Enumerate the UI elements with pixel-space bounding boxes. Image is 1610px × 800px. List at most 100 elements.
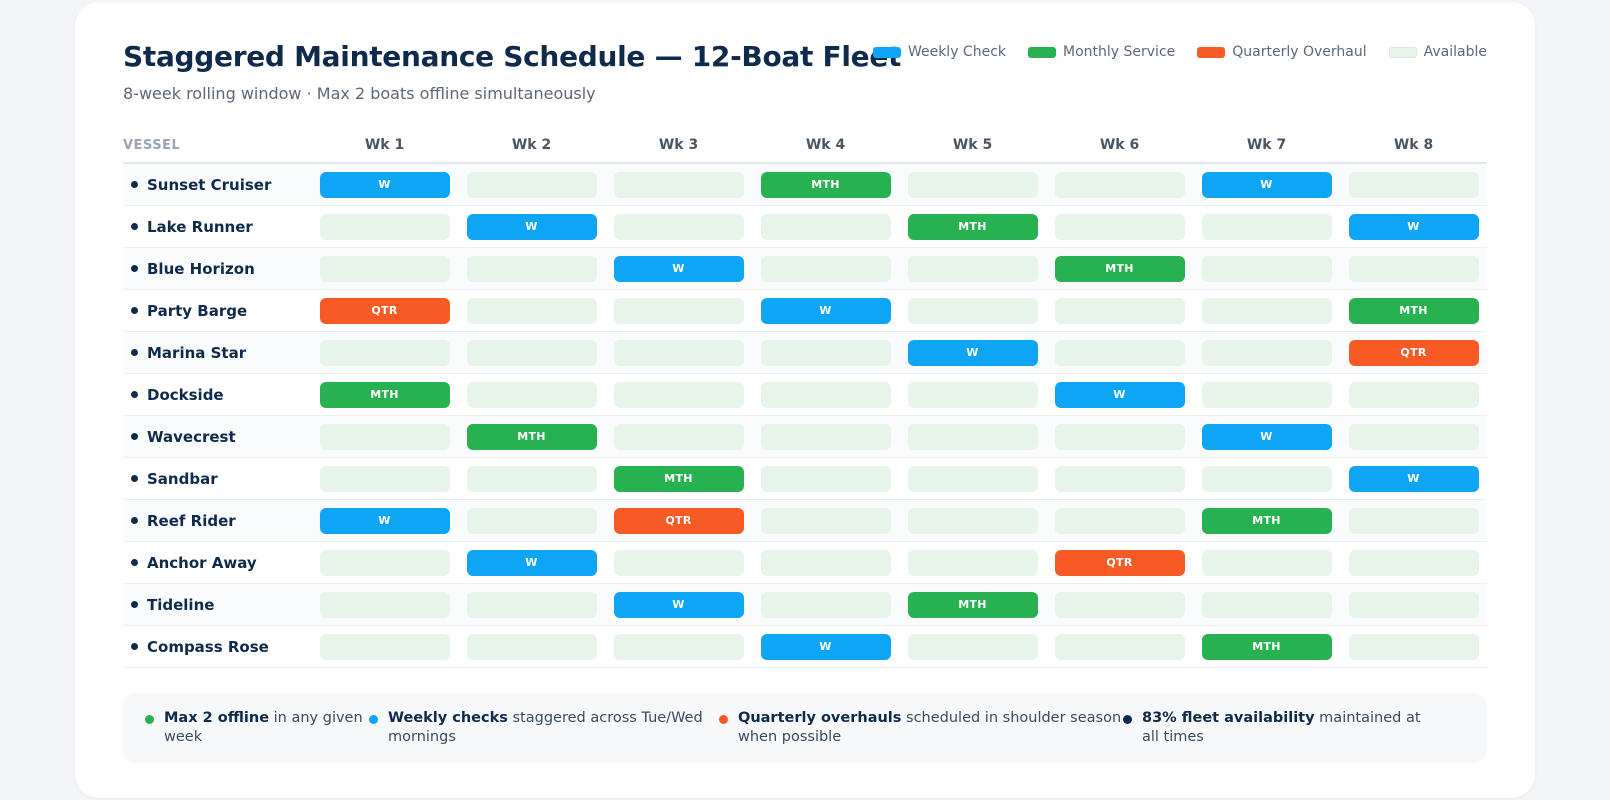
available-cell[interactable] — [760, 591, 891, 618]
available-cell[interactable] — [907, 507, 1038, 534]
available-cell[interactable] — [760, 213, 891, 240]
available-cell[interactable] — [1201, 465, 1332, 492]
task-mth-cell[interactable]: MTH — [1348, 297, 1479, 324]
available-cell[interactable] — [319, 465, 450, 492]
available-cell[interactable] — [613, 339, 744, 366]
available-cell[interactable] — [319, 255, 450, 282]
available-cell[interactable] — [1348, 423, 1479, 450]
available-cell[interactable] — [1054, 591, 1185, 618]
available-cell[interactable] — [466, 507, 597, 534]
available-cell[interactable] — [760, 465, 891, 492]
task-w-cell[interactable]: W — [1054, 381, 1185, 408]
available-cell[interactable] — [1201, 381, 1332, 408]
available-cell[interactable] — [907, 171, 1038, 198]
task-mth-cell[interactable]: MTH — [907, 213, 1038, 240]
available-cell[interactable] — [760, 423, 891, 450]
available-cell[interactable] — [1201, 213, 1332, 240]
schedule-cell-slot — [1193, 465, 1340, 492]
available-cell[interactable] — [1201, 549, 1332, 576]
available-cell[interactable] — [907, 297, 1038, 324]
available-cell[interactable] — [907, 465, 1038, 492]
available-cell[interactable] — [1201, 255, 1332, 282]
task-w-cell[interactable]: W — [319, 507, 450, 534]
available-cell[interactable] — [1348, 255, 1479, 282]
task-w-cell[interactable]: W — [1201, 171, 1332, 198]
available-cell[interactable] — [907, 549, 1038, 576]
available-cell[interactable] — [466, 339, 597, 366]
task-mth-cell[interactable]: MTH — [1054, 255, 1185, 282]
task-w-cell[interactable]: W — [760, 297, 891, 324]
available-cell[interactable] — [907, 381, 1038, 408]
available-cell[interactable] — [1348, 507, 1479, 534]
available-cell[interactable] — [1348, 633, 1479, 660]
available-cell[interactable] — [613, 297, 744, 324]
available-cell[interactable] — [466, 297, 597, 324]
available-cell[interactable] — [760, 507, 891, 534]
available-cell[interactable] — [1054, 423, 1185, 450]
task-w-cell[interactable]: W — [1348, 213, 1479, 240]
available-cell[interactable] — [760, 255, 891, 282]
available-cell[interactable] — [1054, 465, 1185, 492]
available-cell[interactable] — [319, 213, 450, 240]
available-cell[interactable] — [466, 633, 597, 660]
available-cell[interactable] — [466, 465, 597, 492]
task-w-cell[interactable]: W — [760, 633, 891, 660]
task-mth-cell[interactable]: MTH — [1201, 633, 1332, 660]
task-mth-cell[interactable]: MTH — [760, 171, 891, 198]
available-cell[interactable] — [466, 255, 597, 282]
task-w-cell[interactable]: W — [907, 339, 1038, 366]
available-cell[interactable] — [1054, 213, 1185, 240]
available-cell[interactable] — [319, 423, 450, 450]
task-w-cell[interactable]: W — [319, 171, 450, 198]
available-cell[interactable] — [613, 381, 744, 408]
available-cell[interactable] — [613, 549, 744, 576]
task-qtr-cell[interactable]: QTR — [613, 507, 744, 534]
available-cell[interactable] — [1054, 171, 1185, 198]
task-mth-cell[interactable]: MTH — [907, 591, 1038, 618]
task-mth-cell[interactable]: MTH — [319, 381, 450, 408]
available-cell[interactable] — [1054, 633, 1185, 660]
schedule-cell-slot — [605, 381, 752, 408]
task-w-cell[interactable]: W — [1348, 465, 1479, 492]
task-qtr-cell[interactable]: QTR — [319, 297, 450, 324]
available-cell[interactable] — [319, 591, 450, 618]
available-cell[interactable] — [1348, 381, 1479, 408]
available-cell[interactable] — [1201, 591, 1332, 618]
available-cell[interactable] — [1201, 339, 1332, 366]
task-w-cell[interactable]: W — [466, 549, 597, 576]
schedule-cell-slot: W — [1340, 213, 1487, 240]
available-cell[interactable] — [466, 171, 597, 198]
task-w-cell[interactable]: W — [1201, 423, 1332, 450]
available-cell[interactable] — [319, 339, 450, 366]
available-cell[interactable] — [1054, 339, 1185, 366]
task-mth-cell[interactable]: MTH — [1201, 507, 1332, 534]
available-cell[interactable] — [613, 213, 744, 240]
available-cell[interactable] — [907, 423, 1038, 450]
available-cell[interactable] — [760, 549, 891, 576]
task-w-cell[interactable]: W — [466, 213, 597, 240]
available-cell[interactable] — [319, 633, 450, 660]
available-cell[interactable] — [1201, 297, 1332, 324]
available-cell[interactable] — [1054, 297, 1185, 324]
available-cell[interactable] — [1054, 507, 1185, 534]
task-mth-cell[interactable]: MTH — [466, 423, 597, 450]
available-cell[interactable] — [466, 381, 597, 408]
task-w-cell[interactable]: W — [613, 591, 744, 618]
available-cell[interactable] — [907, 633, 1038, 660]
available-cell[interactable] — [760, 339, 891, 366]
task-mth-cell[interactable]: MTH — [613, 465, 744, 492]
task-qtr-cell[interactable]: QTR — [1348, 339, 1479, 366]
available-cell[interactable] — [760, 381, 891, 408]
available-cell[interactable] — [319, 549, 450, 576]
task-qtr-cell[interactable]: QTR — [1054, 549, 1185, 576]
available-cell[interactable] — [907, 255, 1038, 282]
schedule-cell-slot: W — [1046, 381, 1193, 408]
available-cell[interactable] — [613, 171, 744, 198]
available-cell[interactable] — [1348, 171, 1479, 198]
task-w-cell[interactable]: W — [613, 255, 744, 282]
available-cell[interactable] — [613, 633, 744, 660]
available-cell[interactable] — [466, 591, 597, 618]
available-cell[interactable] — [613, 423, 744, 450]
available-cell[interactable] — [1348, 591, 1479, 618]
available-cell[interactable] — [1348, 549, 1479, 576]
